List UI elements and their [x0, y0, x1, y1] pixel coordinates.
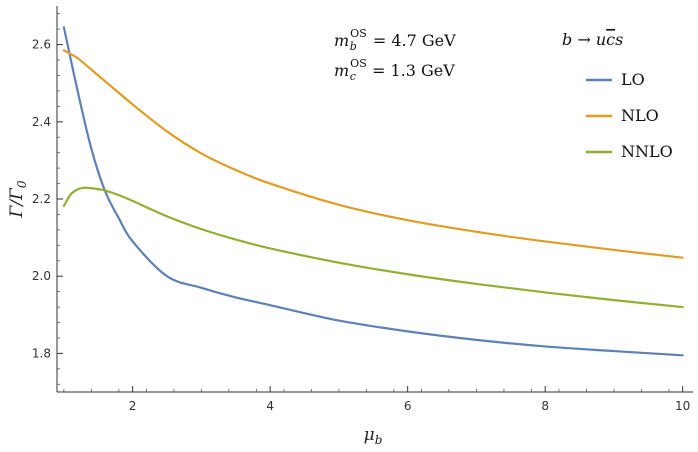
y-tick-label: 2.4: [32, 115, 51, 129]
x-axis-title: μb: [364, 425, 383, 447]
x-tick-label: 8: [541, 399, 549, 413]
legend-label-nlo: NLO: [621, 106, 659, 125]
legend-title: b → ucs: [562, 30, 623, 49]
y-tick-label: 2.6: [32, 38, 51, 52]
series-line-nnlo: [62, 186, 684, 309]
x-tick-label: 10: [675, 399, 690, 413]
series-line-lo: [62, 26, 684, 357]
ticks: 2 4 6 8 10 1.8 2.0 2.2 2.4 2.6: [32, 13, 690, 413]
legend: b → ucs LO NLO NNLO: [562, 30, 673, 161]
legend-label-lo: LO: [621, 70, 645, 89]
annotation-mb: mOS b = 4.7 GeV: [334, 27, 456, 53]
series-line-nlo: [62, 49, 684, 259]
y-axis-title: Γ/Γ0: [7, 180, 29, 218]
x-tick-label: 6: [404, 399, 412, 413]
legend-label-nnlo: NNLO: [621, 142, 673, 161]
x-tick-label: 2: [129, 399, 137, 413]
y-tick-label: 1.8: [32, 346, 51, 360]
series: [62, 26, 684, 357]
y-tick-label: 2.2: [32, 192, 51, 206]
annotation-mc: mOS c = 1.3 GeV: [334, 57, 455, 83]
x-tick-label: 4: [266, 399, 274, 413]
y-tick-label: 2.0: [32, 269, 51, 283]
